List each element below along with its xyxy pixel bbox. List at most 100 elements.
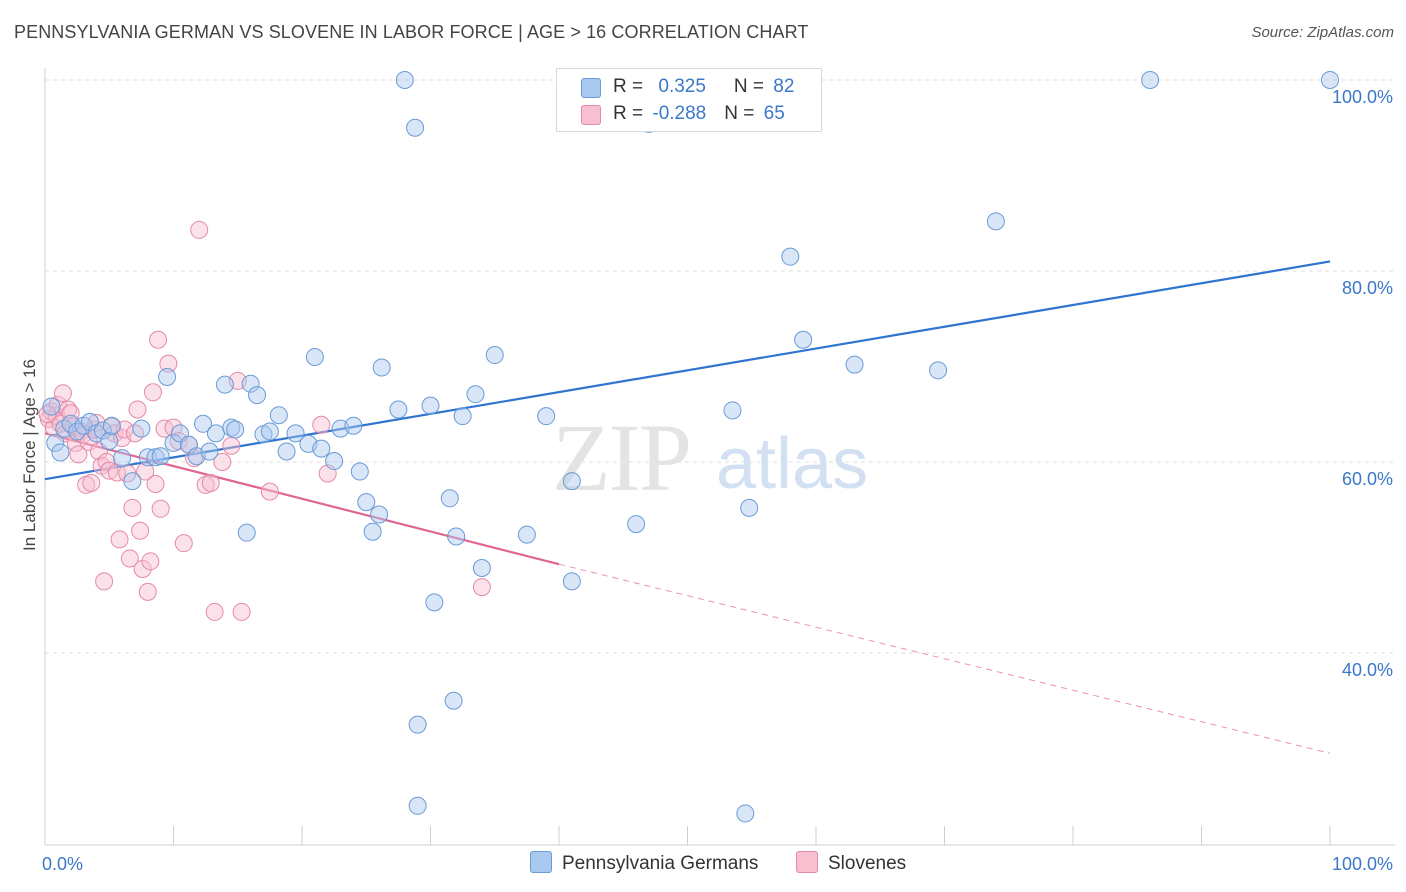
data-point-slovenes bbox=[205, 602, 224, 621]
legend-r-value: 0.325 bbox=[658, 76, 706, 97]
data-point-slovenes bbox=[131, 521, 150, 540]
data-point-pennsylvania-germans bbox=[123, 472, 142, 491]
legend-n-value: 65 bbox=[763, 103, 785, 124]
bottom-legend-label: Pennsylvania Germans bbox=[562, 853, 759, 874]
legend-r-label: R = bbox=[613, 76, 649, 97]
data-point-slovenes bbox=[95, 572, 114, 591]
data-point-pennsylvania-germans bbox=[740, 498, 759, 517]
axis-labels: In Labor Force | Age > 16 40.0% 60.0% 80.0… bbox=[20, 87, 1393, 874]
data-point-pennsylvania-germans bbox=[781, 247, 800, 266]
x-tick-label-min: 0.0% bbox=[42, 854, 83, 874]
data-point-slovenes bbox=[61, 404, 80, 423]
data-point-slovenes bbox=[107, 463, 126, 482]
data-point-slovenes bbox=[125, 424, 144, 443]
bottom-legend-pennsylvania-germans: Pennsylvania Germans bbox=[530, 851, 758, 875]
data-point-slovenes bbox=[312, 415, 331, 434]
data-point-slovenes bbox=[159, 354, 178, 373]
data-point-pennsylvania-germans bbox=[986, 212, 1005, 231]
data-point-pennsylvania-germans bbox=[466, 385, 485, 404]
data-point-pennsylvania-germans bbox=[485, 346, 504, 365]
data-point-slovenes bbox=[120, 549, 139, 568]
data-point-pennsylvania-germans bbox=[408, 796, 427, 815]
data-point-slovenes bbox=[151, 499, 170, 518]
bottom-legend-slovenes: Slovenes bbox=[796, 851, 906, 875]
data-point-pennsylvania-germans bbox=[736, 804, 755, 823]
watermark-zip: ZIP bbox=[552, 404, 690, 511]
data-point-pennsylvania-germans bbox=[241, 374, 260, 393]
data-point-pennsylvania-germans bbox=[389, 400, 408, 419]
data-point-pennsylvania-germans bbox=[93, 421, 112, 440]
data-point-pennsylvania-germans bbox=[562, 572, 581, 591]
data-point-pennsylvania-germans bbox=[132, 419, 151, 438]
trend-line-slovenes bbox=[44, 432, 560, 566]
data-point-slovenes bbox=[53, 384, 72, 403]
data-point-pennsylvania-germans bbox=[929, 361, 948, 380]
data-point-pennsylvania-germans bbox=[408, 715, 427, 734]
data-point-pennsylvania-germans bbox=[138, 448, 157, 467]
data-point-pennsylvania-germans bbox=[794, 330, 813, 349]
data-point-pennsylvania-germans bbox=[248, 386, 267, 405]
data-point-pennsylvania-germans bbox=[42, 397, 61, 416]
data-point-slovenes bbox=[123, 498, 142, 517]
series-pennsylvania-germans bbox=[42, 71, 1339, 823]
legend-swatch-pink bbox=[581, 105, 601, 125]
watermark-atlas: atlas bbox=[716, 424, 868, 504]
data-point-slovenes bbox=[190, 220, 209, 239]
data-point-slovenes bbox=[222, 436, 241, 455]
data-point-pennsylvania-germans bbox=[113, 449, 132, 468]
legend-r-label: R = bbox=[613, 103, 649, 124]
data-point-slovenes bbox=[174, 534, 193, 553]
data-point-pennsylvania-germans bbox=[370, 505, 389, 524]
source-label: Source: ZipAtlas.com bbox=[1251, 24, 1394, 41]
data-point-slovenes bbox=[100, 461, 119, 480]
data-point-pennsylvania-germans bbox=[325, 452, 344, 471]
data-point-pennsylvania-germans bbox=[425, 593, 444, 612]
bottom-legend-swatch-pink bbox=[796, 851, 818, 873]
data-point-slovenes bbox=[260, 482, 279, 501]
y-axis-title: In Labor Force | Age > 16 bbox=[20, 359, 39, 551]
watermark: ZIP atlas bbox=[552, 404, 868, 511]
data-point-pennsylvania-germans bbox=[151, 447, 170, 466]
data-point-pennsylvania-germans bbox=[277, 442, 296, 461]
data-point-pennsylvania-germans bbox=[226, 420, 245, 439]
grid-lines bbox=[45, 79, 1395, 654]
x-tick-label-max: 100.0% bbox=[1332, 854, 1393, 874]
data-point-pennsylvania-germans bbox=[286, 424, 305, 443]
trend-line-pennsylvania-germans bbox=[44, 260, 1331, 481]
data-point-pennsylvania-germans bbox=[723, 401, 742, 420]
data-point-pennsylvania-germans bbox=[421, 396, 440, 415]
chart-title: PENNSYLVANIA GERMAN VS SLOVENE IN LABOR … bbox=[14, 22, 809, 42]
y-tick-label: 60.0% bbox=[1342, 469, 1393, 489]
data-point-pennsylvania-germans bbox=[237, 523, 256, 542]
data-point-pennsylvania-germans bbox=[1321, 71, 1339, 89]
data-point-pennsylvania-germans bbox=[562, 472, 581, 491]
data-point-slovenes bbox=[141, 552, 160, 571]
legend-n-label: N = bbox=[724, 103, 760, 124]
data-point-pennsylvania-germans bbox=[537, 407, 556, 426]
data-point-pennsylvania-germans bbox=[453, 407, 472, 426]
data-point-pennsylvania-germans bbox=[344, 416, 363, 435]
data-point-pennsylvania-germans bbox=[100, 431, 119, 450]
data-point-slovenes bbox=[232, 602, 251, 621]
legend-r-value: -0.288 bbox=[652, 103, 707, 124]
trend-line-slovenes-extension bbox=[558, 563, 1331, 754]
legend-swatch-blue bbox=[581, 78, 601, 98]
data-point-pennsylvania-germans bbox=[1141, 71, 1160, 89]
data-point-pennsylvania-germans bbox=[194, 414, 213, 433]
data-point-slovenes bbox=[138, 582, 157, 601]
data-point-pennsylvania-germans bbox=[80, 412, 99, 431]
axes bbox=[44, 68, 1395, 846]
data-point-pennsylvania-germans bbox=[395, 71, 414, 89]
data-point-slovenes bbox=[133, 559, 152, 578]
legend-n-label: N = bbox=[733, 76, 770, 97]
correlation-legend: R = 0.325 N = 82 R = -0.288 N = 65 bbox=[556, 68, 822, 132]
data-point-pennsylvania-germans bbox=[627, 515, 646, 534]
y-tick-label: 40.0% bbox=[1342, 660, 1393, 680]
data-point-pennsylvania-germans bbox=[158, 368, 177, 387]
data-point-pennsylvania-germans bbox=[440, 489, 459, 508]
data-point-slovenes bbox=[149, 330, 168, 349]
data-point-slovenes bbox=[69, 445, 88, 464]
data-point-pennsylvania-germans bbox=[46, 433, 65, 452]
data-point-pennsylvania-germans bbox=[305, 347, 324, 366]
